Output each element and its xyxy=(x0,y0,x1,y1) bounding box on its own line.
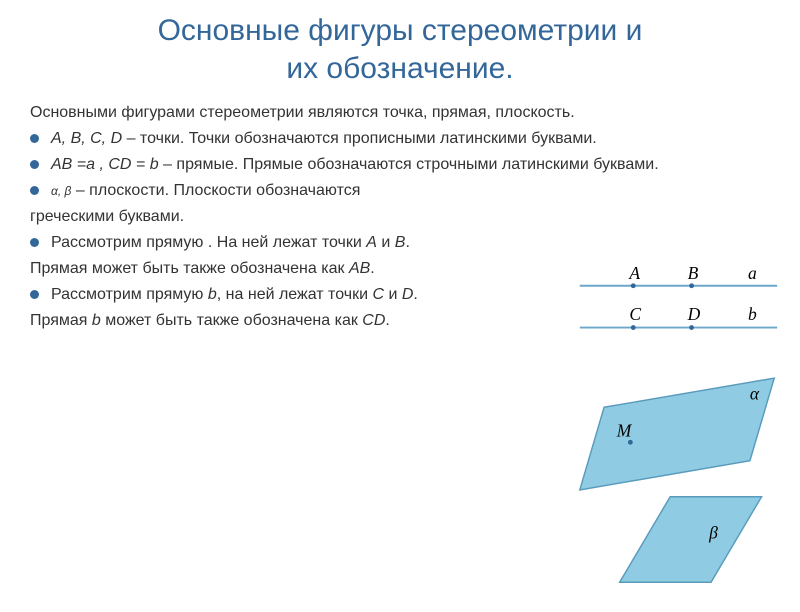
bullet-marker xyxy=(30,290,39,299)
intro-text: Основными фигурами стереометрии являются… xyxy=(30,103,770,123)
bullet-marker xyxy=(30,160,39,169)
svg-text:A: A xyxy=(628,263,640,283)
a5-end: . xyxy=(385,312,389,329)
b2-expr: AB =a , CD = b xyxy=(51,156,159,173)
b4-b: B xyxy=(395,234,406,251)
bullet-marker xyxy=(30,186,39,195)
svg-text:a: a xyxy=(748,263,757,283)
b4-end: . xyxy=(405,234,409,251)
b4-mid: и xyxy=(377,234,395,251)
b4-pre: Рассмотрим прямую . На ней лежат точки xyxy=(51,234,366,251)
b3-rest: – плоскости. Плоскости обозначаются xyxy=(71,182,360,199)
bullet-marker xyxy=(30,238,39,247)
b2-rest: – прямые. Прямые обозначаются строчными … xyxy=(159,156,659,173)
a5-cd: CD xyxy=(362,312,385,329)
after-b3: греческими буквами. xyxy=(30,207,770,227)
title-line1: Основные фигуры стереометрии и xyxy=(158,14,643,47)
svg-text:M: M xyxy=(616,420,633,440)
a4-ab: AB xyxy=(349,260,370,277)
a4-end: . xyxy=(370,260,374,277)
b5-b: b xyxy=(208,286,217,303)
bullet-2: AB =a , CD = b – прямые. Прямые обознача… xyxy=(30,155,770,175)
geometry-diagram: A Ba C Db Mα β xyxy=(572,242,782,592)
svg-text:α: α xyxy=(750,384,760,404)
b4-a: A xyxy=(366,234,377,251)
b5-d: D xyxy=(402,286,414,303)
b5-end: . xyxy=(413,286,417,303)
svg-text:C: C xyxy=(629,304,641,324)
svg-text:B: B xyxy=(688,263,699,283)
b5-c: C xyxy=(372,286,384,303)
bullet-3: α, β – плоскости. Плоскости обозначаются xyxy=(30,181,770,201)
b5-mid: , на ней лежат точки xyxy=(217,286,373,303)
b1-letters: A, B, C, D xyxy=(51,130,122,147)
bullet-marker xyxy=(30,134,39,143)
title-line2: их обозначение. xyxy=(286,52,513,85)
svg-text:b: b xyxy=(748,304,757,324)
a5-mid: может быть также обозначена как xyxy=(101,312,362,329)
bullet-1: A, B, C, D – точки. Точки обозначаются п… xyxy=(30,129,770,149)
b3-greek: α, β xyxy=(51,184,71,198)
svg-text:β: β xyxy=(708,523,718,543)
a4-pre: Прямая может быть также обозначена как xyxy=(30,260,349,277)
a5-pre: Прямая xyxy=(30,312,92,329)
b5-and: и xyxy=(384,286,402,303)
b1-rest: – точки. Точки обозначаются прописными л… xyxy=(122,130,597,147)
svg-text:D: D xyxy=(687,304,701,324)
a5-b: b xyxy=(92,312,101,329)
b5-pre: Рассмотрим прямую xyxy=(51,286,208,303)
